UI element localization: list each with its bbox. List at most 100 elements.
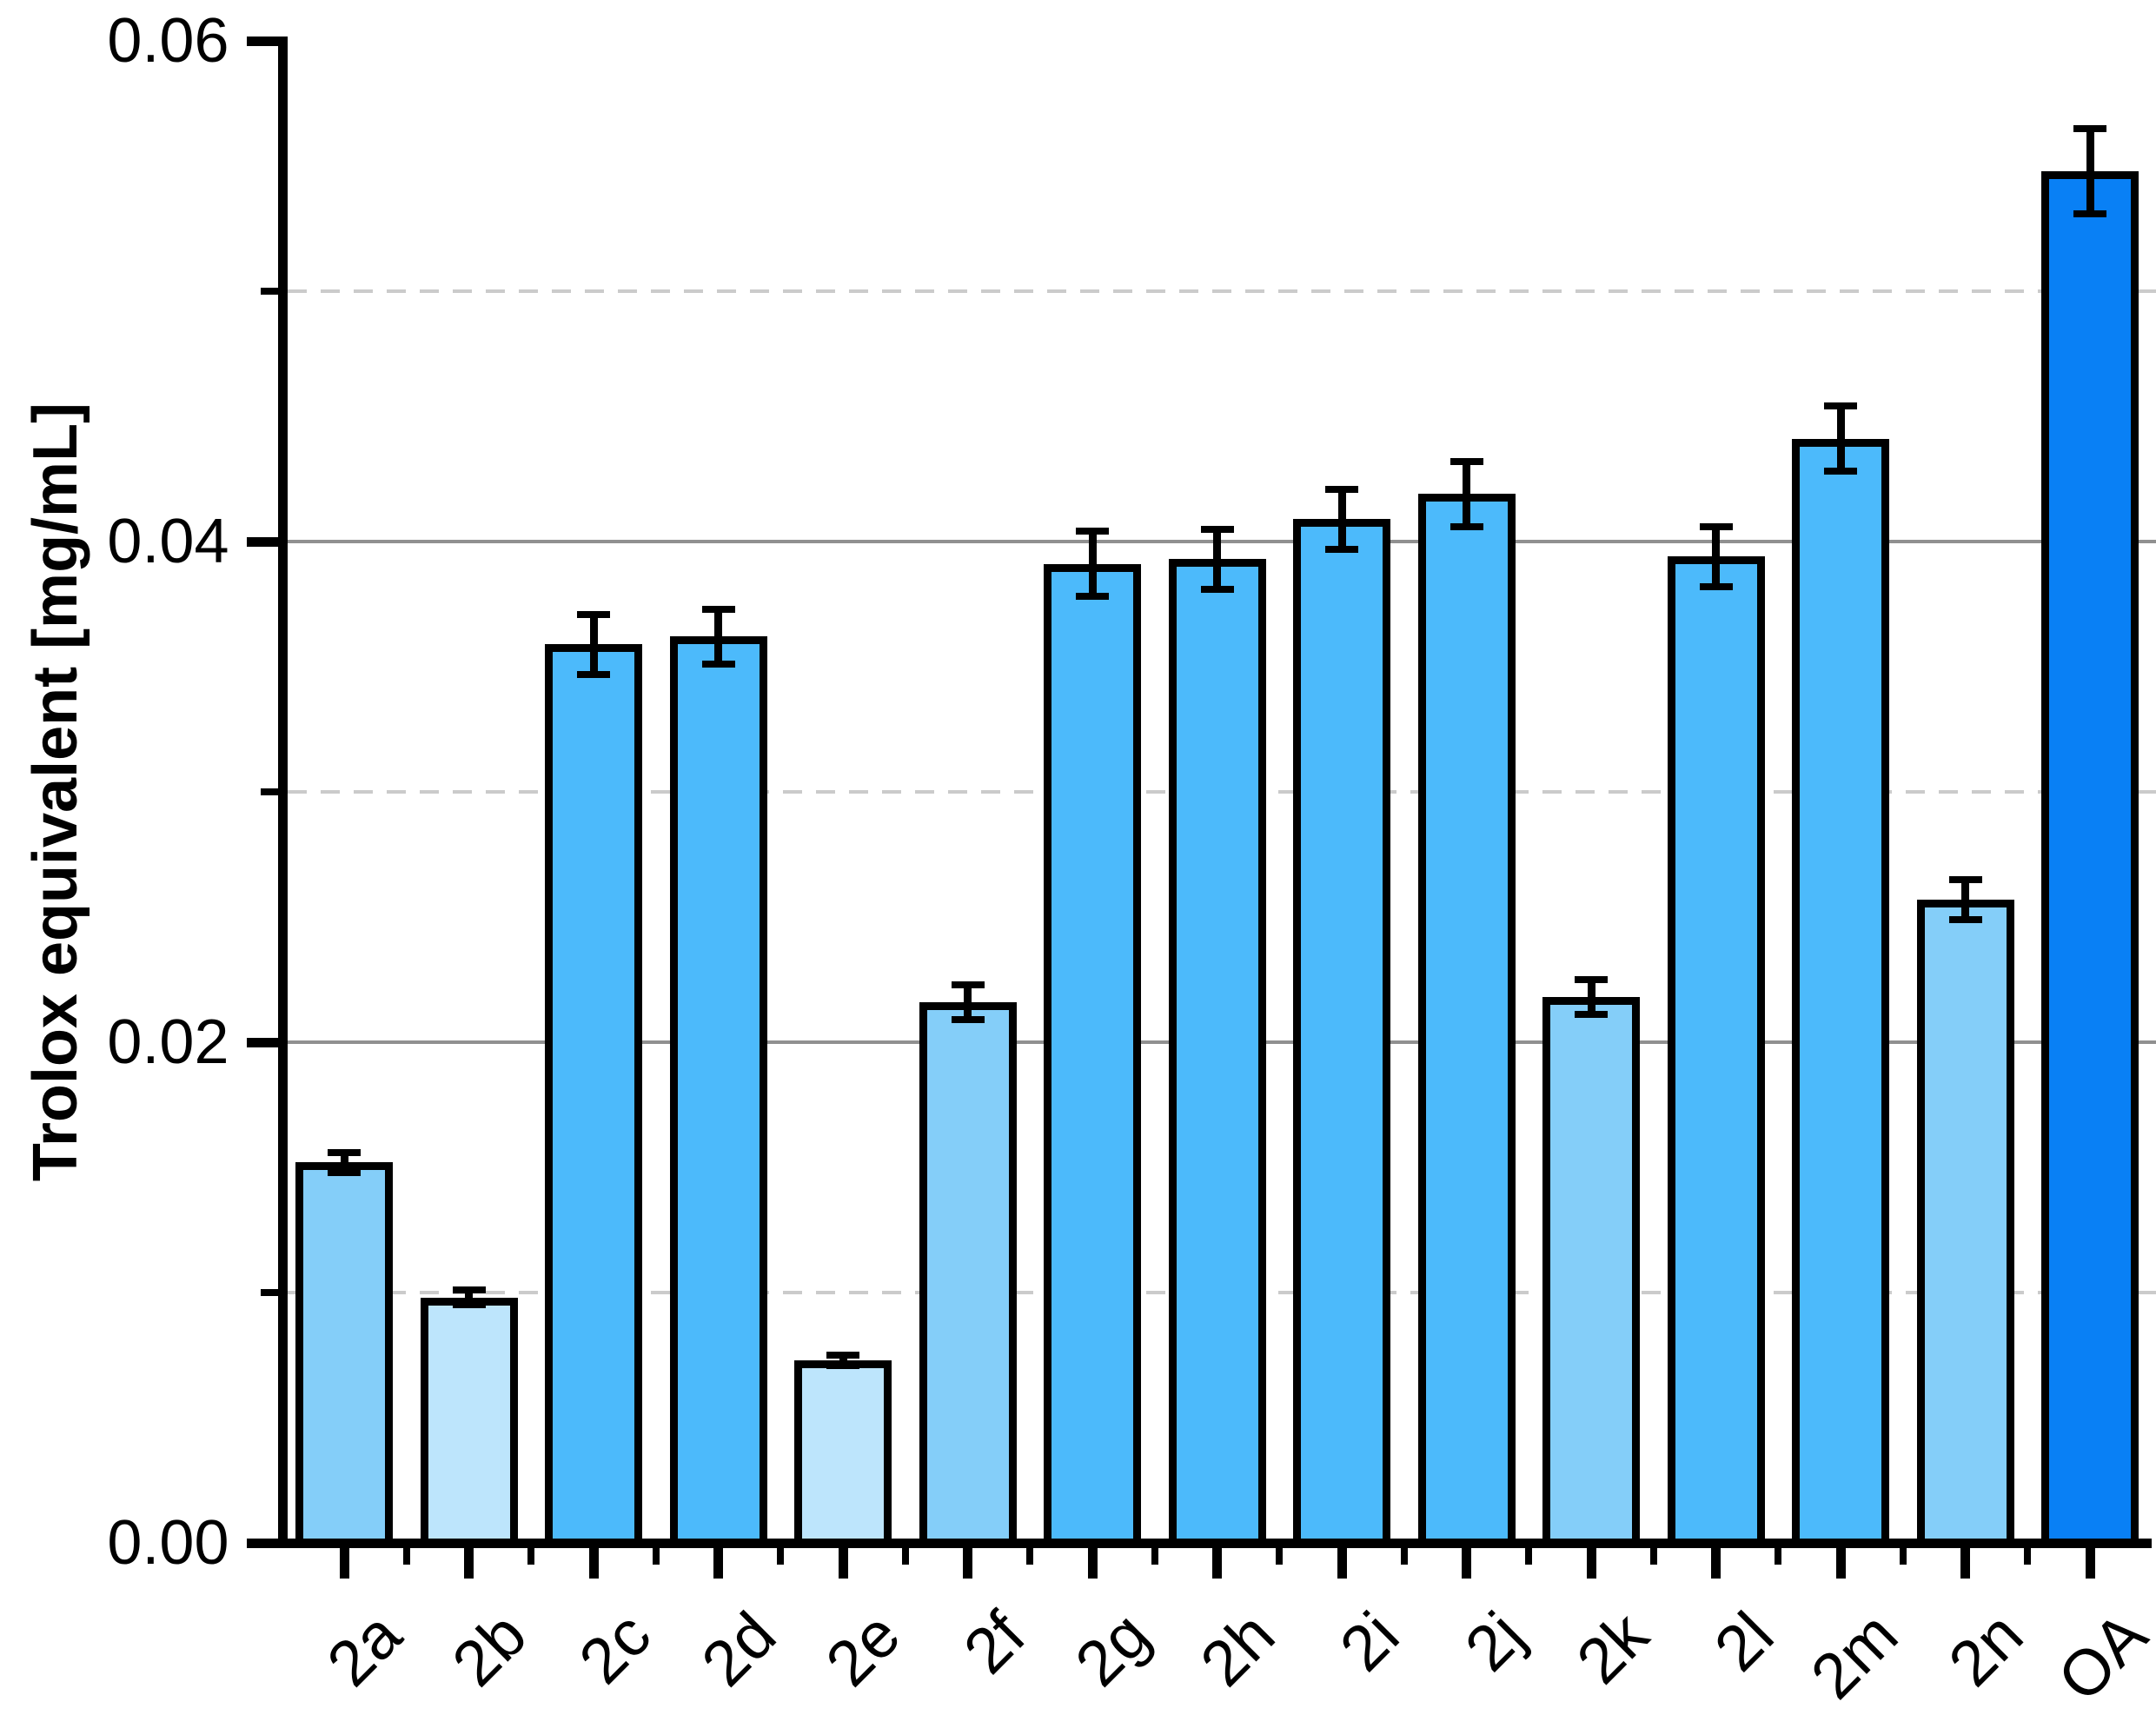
x-minor-tick — [527, 1547, 535, 1565]
bar-2j — [1417, 494, 1516, 1547]
y-minor-tick — [260, 1289, 278, 1296]
error-cap-bottom-2f — [951, 1016, 985, 1024]
error-bar-OA — [2086, 128, 2094, 214]
x-minor-tick — [652, 1547, 660, 1565]
error-bar-2f — [964, 984, 972, 1020]
x-minor-tick — [1400, 1547, 1408, 1565]
bar-OA — [2041, 170, 2139, 1547]
error-cap-bottom-2a — [328, 1168, 361, 1176]
y-minor-tick — [260, 288, 278, 295]
error-cap-top-OA — [2073, 124, 2106, 132]
error-cap-bottom-2b — [452, 1301, 486, 1309]
x-major-tick — [588, 1547, 599, 1579]
x-major-tick — [713, 1547, 723, 1579]
x-major-tick — [1711, 1547, 1721, 1579]
error-bar-2e — [839, 1355, 847, 1366]
error-cap-bottom-2d — [701, 661, 735, 668]
error-bar-2k — [1587, 980, 1595, 1015]
bar-2f — [919, 1001, 1017, 1547]
error-cap-top-2f — [951, 980, 985, 988]
major-gridline — [288, 540, 2156, 543]
error-cap-bottom-2m — [1824, 468, 1857, 475]
error-cap-top-2i — [1325, 485, 1358, 493]
error-cap-bottom-2l — [1699, 582, 1733, 590]
error-bar-2b — [465, 1290, 473, 1306]
bar-2d — [669, 636, 767, 1547]
y-major-tick — [246, 536, 278, 547]
error-cap-bottom-2n — [1948, 915, 1982, 923]
y-tick-label-0.00: 0.00 — [107, 1508, 229, 1578]
x-major-tick — [963, 1547, 972, 1579]
error-cap-top-2k — [1575, 976, 1608, 983]
bar-2m — [1792, 438, 1889, 1547]
x-major-tick — [339, 1547, 349, 1579]
error-bar-2j — [1463, 461, 1470, 527]
error-cap-top-2n — [1948, 875, 1982, 883]
x-major-tick — [1087, 1547, 1098, 1579]
y-tick-label-0.04: 0.04 — [107, 507, 229, 576]
x-minor-tick — [1899, 1547, 1907, 1565]
bar-2h — [1168, 559, 1266, 1547]
error-cap-top-2e — [826, 1352, 859, 1359]
error-bar-2l — [1712, 526, 1720, 587]
error-bar-2n — [1961, 879, 1969, 920]
bar-2k — [1542, 997, 1640, 1547]
error-bar-2a — [340, 1152, 348, 1173]
x-minor-tick — [1151, 1547, 1158, 1565]
x-major-tick — [1835, 1547, 1846, 1579]
x-major-tick — [838, 1547, 848, 1579]
error-cap-bottom-2g — [1076, 593, 1109, 601]
error-cap-bottom-2c — [577, 670, 610, 678]
x-minor-tick — [402, 1547, 410, 1565]
x-major-tick — [1586, 1547, 1596, 1579]
error-cap-top-2c — [577, 610, 610, 618]
x-minor-tick — [777, 1547, 785, 1565]
x-minor-tick — [1026, 1547, 1034, 1565]
error-bar-2d — [714, 608, 722, 665]
x-major-tick — [1212, 1547, 1222, 1579]
y-major-tick — [246, 1538, 278, 1548]
error-bar-2m — [1836, 406, 1845, 472]
x-minor-tick — [1276, 1547, 1284, 1565]
y-tick-label-0.06: 0.06 — [107, 6, 229, 76]
error-cap-top-2l — [1699, 522, 1733, 530]
error-cap-top-2m — [1824, 402, 1857, 410]
x-major-tick — [1960, 1547, 1970, 1579]
error-cap-bottom-2j — [1449, 522, 1483, 530]
x-minor-tick — [1525, 1547, 1533, 1565]
bar-2c — [545, 644, 642, 1547]
y-minor-tick — [260, 788, 278, 795]
error-cap-bottom-OA — [2073, 209, 2106, 217]
x-major-tick — [464, 1547, 474, 1579]
y-tick-label-0.02: 0.02 — [107, 1007, 229, 1077]
bar-2b — [420, 1297, 518, 1547]
x-minor-tick — [2024, 1547, 2032, 1565]
error-cap-bottom-2e — [826, 1361, 859, 1369]
x-major-tick — [1462, 1547, 1471, 1579]
bar-2n — [1916, 899, 2014, 1547]
error-bar-2i — [1337, 489, 1346, 549]
y-major-tick — [246, 36, 278, 46]
x-major-tick — [2085, 1547, 2095, 1579]
x-axis-line — [277, 1538, 2152, 1548]
y-axis-title: Trolox equivalent [mg/mL] — [21, 402, 90, 1182]
bar-2e — [794, 1359, 892, 1547]
y-axis-line — [277, 36, 288, 1548]
bar-2a — [295, 1162, 393, 1547]
error-cap-top-2a — [328, 1148, 361, 1156]
error-bar-2h — [1213, 528, 1221, 589]
x-minor-tick — [1775, 1547, 1782, 1565]
bar-2g — [1044, 563, 1141, 1547]
error-cap-top-2g — [1076, 528, 1109, 535]
error-cap-bottom-2i — [1325, 545, 1358, 553]
error-bar-2g — [1088, 531, 1097, 597]
error-cap-bottom-2h — [1200, 585, 1234, 593]
bar-2l — [1667, 556, 1765, 1547]
error-cap-top-2j — [1449, 457, 1483, 465]
error-cap-top-2b — [452, 1286, 486, 1294]
error-bar-2c — [589, 614, 598, 675]
error-cap-top-2d — [701, 605, 735, 613]
minor-gridline — [288, 289, 2156, 293]
y-major-tick — [246, 1037, 278, 1047]
x-tick-label-2a: 2a — [313, 1598, 415, 1700]
